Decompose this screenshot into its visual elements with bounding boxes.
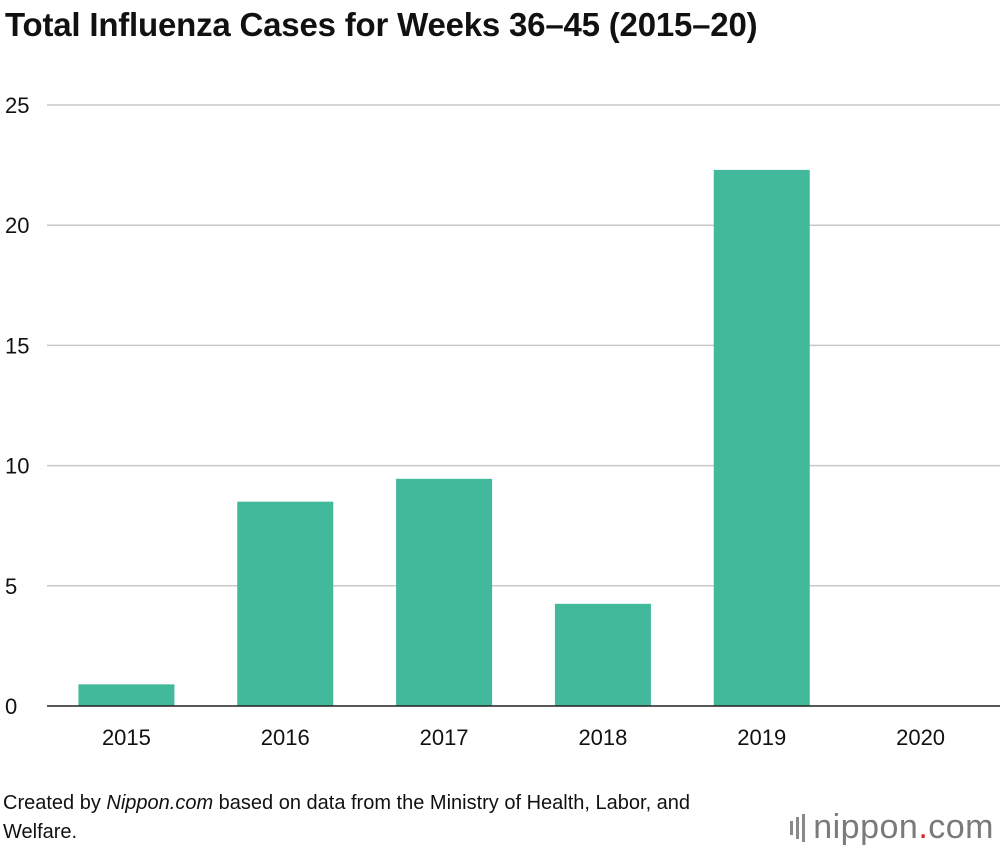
bar-chart: 0 5 10 15 20 25 2015 2016 2017 2018 2019 2020 [5, 93, 1000, 750]
bar-2016 [237, 501, 334, 706]
logo-dot: . [918, 808, 929, 846]
logo-word: nippon [813, 808, 919, 846]
y-tick-label: 10 [5, 454, 29, 479]
y-tick-label: 25 [5, 93, 29, 118]
x-axis-tick-labels: 2015 2016 2017 2018 2019 2020 [102, 725, 945, 750]
x-tick-label-2019: 2019 [737, 725, 786, 750]
x-tick-label-2015: 2015 [102, 725, 151, 750]
x-tick-label-2020: 2020 [896, 725, 945, 750]
logo-tld: com [928, 808, 994, 846]
logo-bars-icon [790, 813, 806, 842]
bars [78, 169, 810, 706]
x-tick-label-2016: 2016 [261, 725, 310, 750]
bar-2018 [554, 603, 651, 706]
bar-2015 [78, 684, 175, 706]
y-tick-label: 20 [5, 213, 29, 238]
y-axis-tick-labels: 0 5 10 15 20 25 [5, 93, 29, 719]
y-tick-label: 15 [5, 333, 29, 358]
source-credit: Created by Nippon.com based on data from… [3, 789, 763, 847]
y-tick-label: 0 [5, 694, 17, 719]
bar-2019 [713, 169, 810, 706]
gridlines [47, 104, 1000, 587]
x-tick-label-2017: 2017 [420, 725, 469, 750]
chart-title: Total Influenza Cases for Weeks 36–45 (2… [5, 6, 758, 43]
x-tick-label-2018: 2018 [578, 725, 627, 750]
credit-prefix: Created by [3, 792, 107, 814]
nippon-logo: nippon. com [790, 808, 994, 847]
credit-source-name: Nippon.com [106, 792, 214, 814]
y-tick-label: 5 [5, 574, 17, 599]
bar-2017 [396, 478, 493, 706]
credit-suffix: based on data from the Ministry of Healt… [3, 792, 691, 843]
